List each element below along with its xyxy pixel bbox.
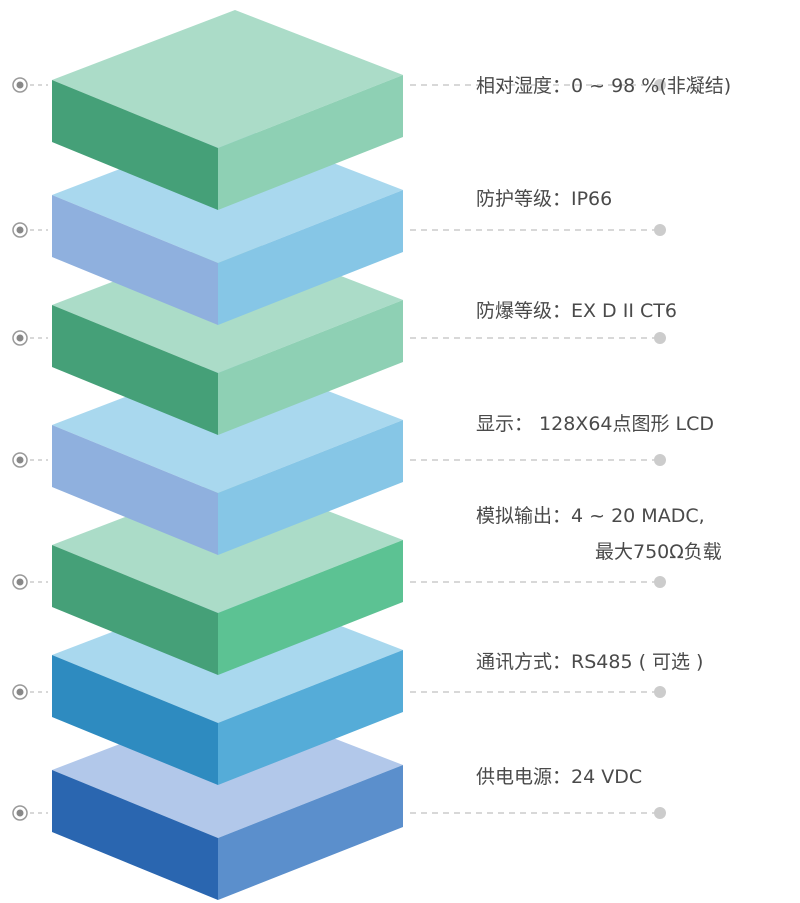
left-marker-dot bbox=[17, 579, 24, 586]
spec-label: 防护等级：IP66 bbox=[476, 188, 612, 210]
spec-label: 供电电源：24 VDC bbox=[476, 766, 642, 788]
right-dot bbox=[654, 807, 666, 819]
spec-diagram: 相对湿度：0 ~ 98 %(非凝结) 防护等级：IP66 防爆等级：EX D II … bbox=[0, 0, 800, 903]
left-marker-dot bbox=[17, 227, 24, 234]
spec-label: 最大750Ω负载 bbox=[595, 541, 722, 563]
right-dot bbox=[654, 454, 666, 466]
right-dot bbox=[654, 332, 666, 344]
spec-label: 显示： 128X64点图形 LCD bbox=[476, 413, 714, 435]
spec-label: 相对湿度：0 ~ 98 %(非凝结) bbox=[476, 75, 731, 97]
right-dot bbox=[654, 576, 666, 588]
left-marker-dot bbox=[17, 335, 24, 342]
spec-label: 通讯方式：RS485 ( 可选 ) bbox=[476, 651, 703, 673]
left-marker-dot bbox=[17, 689, 24, 696]
spec-label: 模拟输出：4 ~ 20 MADC, bbox=[476, 505, 705, 527]
spec-label: 防爆等级：EX D II CT6 bbox=[476, 300, 677, 322]
left-marker-dot bbox=[17, 82, 24, 89]
left-marker-dot bbox=[17, 457, 24, 464]
left-marker-dot bbox=[17, 810, 24, 817]
right-dot bbox=[654, 686, 666, 698]
right-dot bbox=[654, 224, 666, 236]
